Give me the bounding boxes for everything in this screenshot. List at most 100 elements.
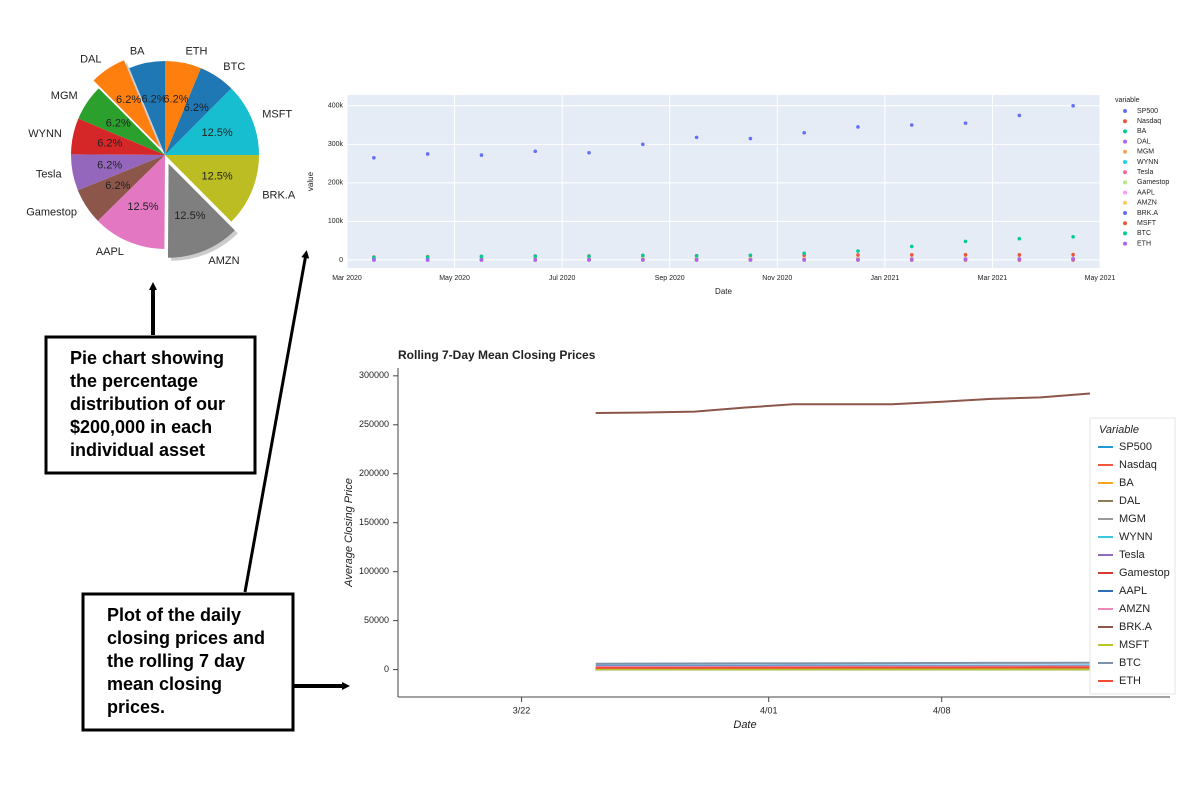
data-point [533, 149, 538, 154]
legend-label: BA [1137, 128, 1147, 135]
y-tick-label: 100000 [359, 566, 389, 576]
data-point [802, 251, 806, 256]
x-tick-label: Mar 2021 [978, 275, 1008, 282]
legend-label: Gamestop [1137, 179, 1169, 186]
data-point [425, 152, 430, 156]
pie-slice [71, 118, 165, 155]
data-point [587, 150, 591, 155]
data-point [479, 254, 484, 259]
data-point [425, 258, 430, 262]
data-point [856, 249, 860, 253]
x-tick-label: 3/22 [513, 705, 531, 715]
x-axis-label: Date [715, 287, 732, 296]
x-tick-label: Mar 2020 [332, 275, 362, 282]
series-line [595, 392, 1091, 415]
legend-marker [1123, 180, 1127, 185]
legend-title: variable [1115, 97, 1140, 104]
x-axis-label: Date [733, 719, 756, 731]
legend-label: DAL [1137, 138, 1151, 145]
legend-marker [1123, 200, 1127, 205]
slice-label: ETH [185, 46, 207, 58]
slice-label: AMZN [208, 255, 239, 267]
arrow [243, 250, 310, 593]
callout-text: distribution of our [70, 394, 225, 414]
slice-label: MSFT [262, 108, 292, 120]
y-axis-label: Average Closing Price [343, 478, 355, 588]
y-tick-label: 300000 [359, 370, 389, 380]
slice-value: 6.2% [142, 94, 167, 106]
pie-slice [129, 61, 165, 155]
y-tick-label: 400k [328, 103, 344, 110]
slice-value: 12.5% [201, 127, 232, 139]
legend-marker [1123, 109, 1127, 113]
y-tick-label: 250000 [359, 419, 389, 429]
pie-slice [78, 88, 165, 155]
data-point [748, 257, 753, 262]
data-point [694, 254, 699, 258]
legend-label: Tesla [1119, 549, 1146, 561]
slice-value: 6.2% [105, 180, 130, 192]
slice-value: 6.2% [97, 138, 122, 150]
data-point [1071, 252, 1075, 257]
legend-label: WYNN [1137, 159, 1158, 166]
legend-marker [1123, 211, 1127, 215]
legend-marker [1123, 221, 1127, 226]
pie-slice [71, 154, 165, 191]
slice-value: 6.2% [106, 117, 131, 129]
data-point [963, 252, 968, 257]
callout-text: mean closing [107, 674, 222, 694]
data-point [694, 257, 699, 262]
slice-value: 6.2% [116, 94, 141, 106]
y-tick-label: 0 [384, 664, 389, 674]
data-point [641, 257, 645, 262]
data-point [479, 258, 484, 262]
legend-marker [1123, 139, 1127, 144]
pie-slice [167, 163, 235, 258]
data-point [587, 254, 591, 259]
slice-value: 6.2% [163, 94, 188, 106]
callout-text: $200,000 in each [70, 417, 212, 437]
pie-slice [77, 155, 165, 221]
legend-label: ETH [1137, 240, 1151, 247]
slice-label: BA [130, 46, 145, 58]
legend-marker [1123, 119, 1127, 124]
slice-label: WYNN [28, 128, 62, 140]
data-point [1071, 103, 1075, 108]
legend-marker [1123, 129, 1127, 134]
x-tick-label: Jan 2021 [870, 275, 899, 282]
data-point [856, 253, 860, 257]
data-point [909, 123, 914, 127]
slice-value: 12.5% [174, 210, 205, 222]
legend-label: DAL [1119, 495, 1140, 507]
callout-text: Pie chart showing [70, 348, 224, 368]
data-point [909, 244, 914, 249]
y-tick-label: 0 [339, 257, 343, 264]
data-point [641, 142, 645, 147]
data-point [802, 130, 806, 135]
y-tick-label: 300k [328, 141, 344, 148]
legend-marker [1123, 241, 1127, 246]
data-point [533, 258, 538, 262]
legend-label: MGM [1137, 149, 1154, 156]
legend-label: AAPL [1137, 189, 1155, 196]
legend-label: ETH [1119, 675, 1141, 687]
slice-value: 12.5% [201, 171, 232, 183]
pie-slice [165, 88, 259, 155]
legend-label: BRK.A [1137, 210, 1158, 217]
slice-label: AAPL [96, 246, 124, 258]
data-point [641, 253, 645, 258]
data-point [479, 153, 484, 157]
legend-label: SP500 [1137, 108, 1158, 115]
slice-label: BRK.A [262, 189, 296, 201]
slice-label: MGM [51, 90, 78, 102]
slice-label: DAL [80, 53, 101, 65]
legend-label: Tesla [1137, 169, 1153, 176]
legend-marker [1123, 170, 1127, 175]
data-point [425, 255, 430, 260]
data-point [372, 156, 376, 160]
legend-label: MSFT [1137, 220, 1157, 227]
legend-marker [1123, 149, 1127, 154]
data-point [856, 125, 860, 129]
data-point [909, 253, 914, 257]
